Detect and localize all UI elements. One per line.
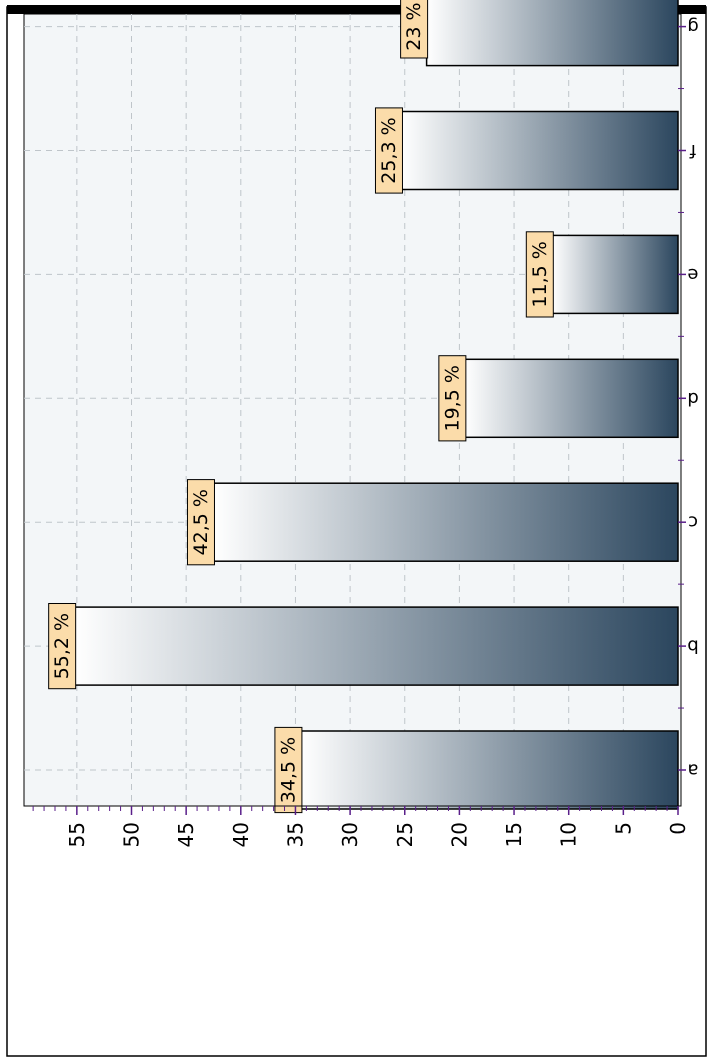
data-label-text: 19,5 % bbox=[441, 365, 463, 431]
bar-d bbox=[464, 358, 679, 439]
bar-f bbox=[400, 110, 679, 191]
value-tick-label: 35 bbox=[283, 822, 307, 847]
bar-b bbox=[73, 606, 679, 686]
value-tick-label: 30 bbox=[338, 822, 362, 847]
data-label-b: 55,2 % bbox=[48, 603, 77, 690]
value-tick-label: 50 bbox=[120, 822, 144, 847]
data-label-d: 19,5 % bbox=[438, 355, 467, 442]
data-label-text: 34,5 % bbox=[277, 737, 299, 803]
category-tick-label: e bbox=[687, 264, 698, 285]
value-tick-label: 5 bbox=[611, 822, 635, 835]
data-label-e: 11,5 % bbox=[525, 231, 554, 318]
bar-g bbox=[425, 0, 679, 67]
data-label-g: 23 % bbox=[400, 0, 429, 59]
bar-a bbox=[300, 730, 679, 810]
top-band bbox=[7, 5, 706, 14]
data-label-text: 11,5 % bbox=[529, 241, 551, 307]
data-label-text: 25,3 % bbox=[378, 117, 400, 183]
bar-c bbox=[212, 482, 679, 562]
category-tick-label: c bbox=[688, 512, 698, 533]
data-label-text: 42,5 % bbox=[190, 489, 212, 555]
value-tick-label: 55 bbox=[65, 822, 89, 847]
value-tick-label: 45 bbox=[174, 822, 198, 847]
data-label-f: 25,3 % bbox=[374, 107, 403, 194]
category-tick-label: b bbox=[687, 636, 698, 657]
category-tick-label: g bbox=[687, 16, 698, 37]
data-labels-group: 34,5 % 55,2 % 42,5 % 19,5 % 11,5 % 25,3 % 23 %… bbox=[48, 0, 554, 814]
value-tick-label: 40 bbox=[229, 822, 253, 847]
value-tick-label: 20 bbox=[447, 822, 471, 847]
data-label-text: 55,2 % bbox=[51, 613, 73, 679]
data-label-a: 34,5 % bbox=[274, 726, 303, 814]
value-tick-label: 10 bbox=[557, 822, 581, 847]
data-label-text: 23 % bbox=[403, 2, 425, 50]
category-tick-label: f bbox=[689, 140, 696, 161]
value-tick-label: 15 bbox=[502, 822, 526, 847]
bars-group bbox=[73, 0, 679, 810]
category-tick-label: d bbox=[687, 388, 698, 409]
category-tick-label: a bbox=[687, 760, 698, 781]
bar-e bbox=[551, 234, 679, 315]
data-label-c: 42,5 % bbox=[186, 479, 215, 566]
value-tick-label: 25 bbox=[393, 822, 417, 847]
y-axis-ticks: 0 5 10 15 20 25 30 35 40 45 50 55 bbox=[24, 805, 690, 847]
x-axis-ticks: abcdefgh bbox=[678, 14, 699, 833]
value-tick-label: 0 bbox=[666, 822, 690, 835]
